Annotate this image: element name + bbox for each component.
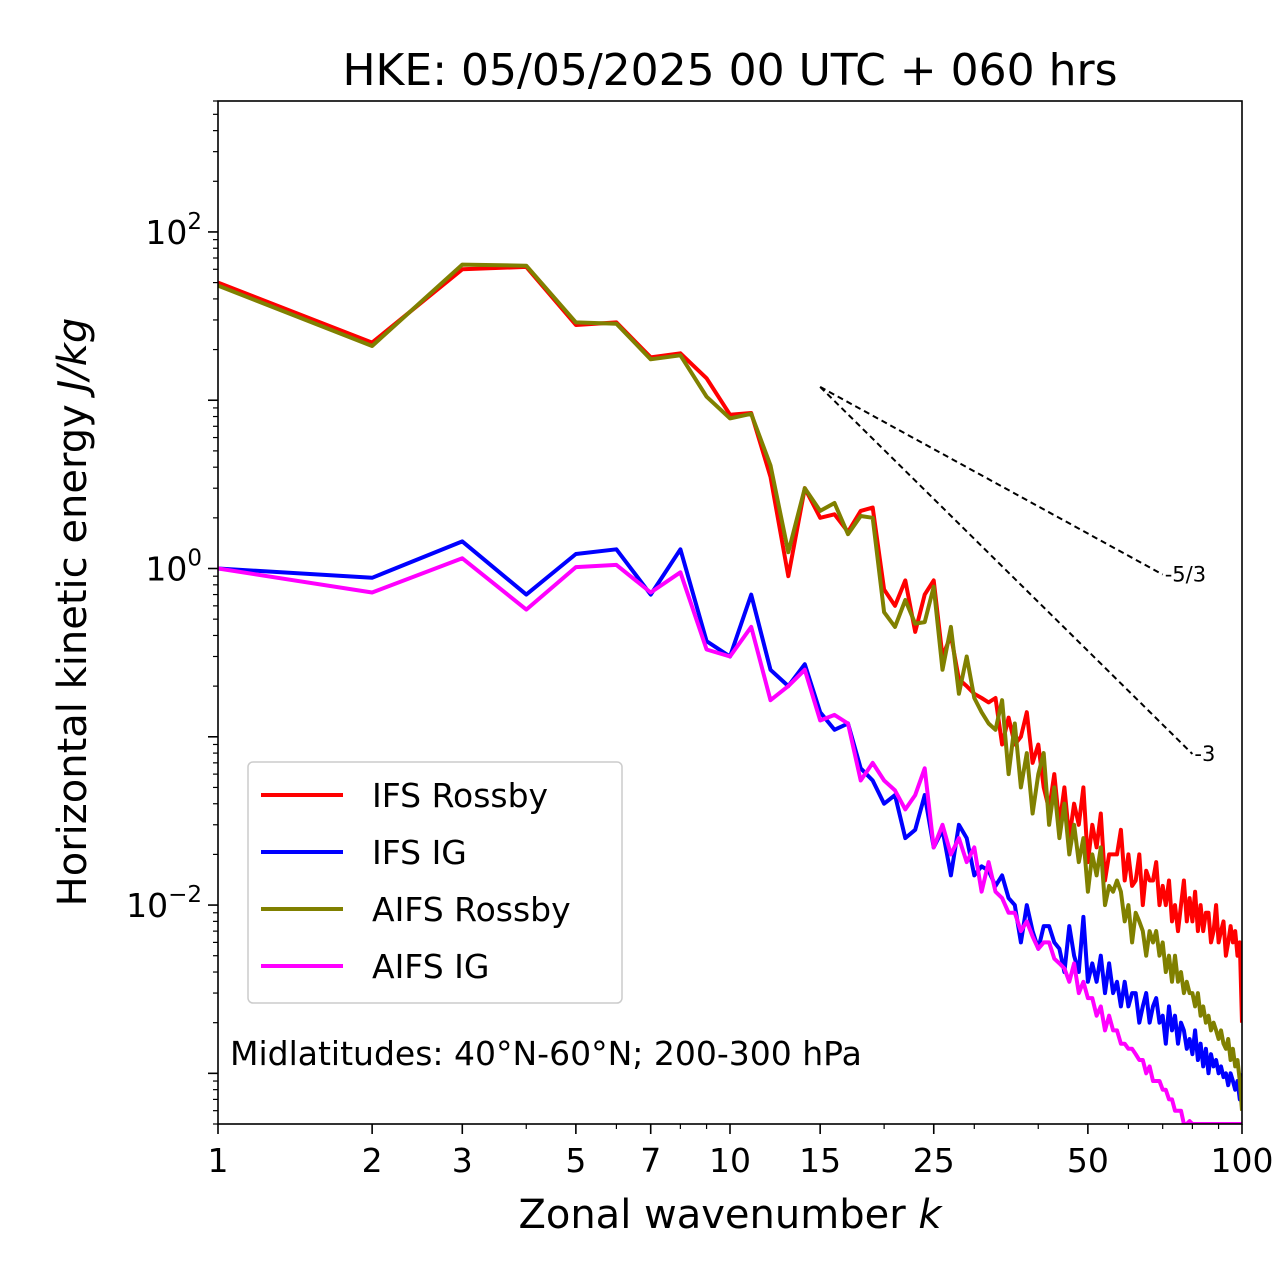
series-layer (218, 262, 1242, 1124)
legend-label-1: IFS IG (372, 833, 467, 872)
legend-label-0: IFS Rossby (372, 776, 548, 815)
y-tick-label: 100 (145, 546, 202, 589)
x-tick-label: 15 (799, 1141, 841, 1180)
x-axis-label: Zonal wavenumber k (518, 1192, 943, 1238)
reference-slope-line-1 (819, 386, 1194, 755)
chart-title: HKE: 05/05/2025 00 UTC + 060 hrs (342, 45, 1117, 96)
x-axis-ticks: 1 2 3 5 7 10 15 25 50 100 (208, 1124, 1274, 1180)
x-tick-label: 5 (565, 1141, 586, 1180)
y-tick-label: 102 (145, 209, 202, 252)
x-tick-label: 2 (362, 1141, 383, 1180)
y-axis-label: Horizontal kinetic energy J/kg (50, 318, 96, 907)
series-line-2 (218, 262, 1242, 1111)
x-tick-label: 50 (1067, 1141, 1109, 1180)
x-tick-label: 7 (640, 1141, 661, 1180)
y-axis-ticks: 102 100 10−2 (126, 100, 218, 1125)
x-tick-label: 10 (709, 1141, 751, 1180)
x-axis-label-variable: k (918, 1192, 943, 1238)
legend-box (247, 761, 623, 1004)
reference-slope-line-0 (819, 386, 1164, 576)
reference-slope-label-0: -5/3 (1165, 563, 1206, 587)
series-line-0 (218, 264, 1242, 1023)
region-annotation: Midlatitudes: 40°N-60°N; 200-300 hPa (230, 1034, 862, 1073)
series-line-3 (218, 556, 1242, 1124)
y-tick-label: 10−2 (126, 882, 202, 925)
legend-label-2: AIFS Rossby (372, 890, 571, 929)
x-tick-label: 25 (913, 1141, 955, 1180)
x-tick-label: 100 (1211, 1141, 1274, 1180)
x-tick-label: 3 (452, 1141, 473, 1180)
legend-items: IFS Rossby IFS IG AIFS Rossby AIFS IG (261, 776, 571, 986)
legend-label-3: AIFS IG (372, 947, 489, 986)
y-axis-label-text: Horizontal kinetic energy (50, 392, 96, 907)
legend: IFS Rossby IFS IG AIFS Rossby AIFS IG (247, 761, 623, 1004)
reference-slopes: -5/3 -3 (819, 386, 1215, 766)
y-axis-label-unit: J/kg (50, 318, 96, 399)
reference-slope-label-1: -3 (1194, 742, 1215, 766)
x-tick-label: 1 (208, 1141, 229, 1180)
x-axis-label-text: Zonal wavenumber (518, 1192, 918, 1238)
